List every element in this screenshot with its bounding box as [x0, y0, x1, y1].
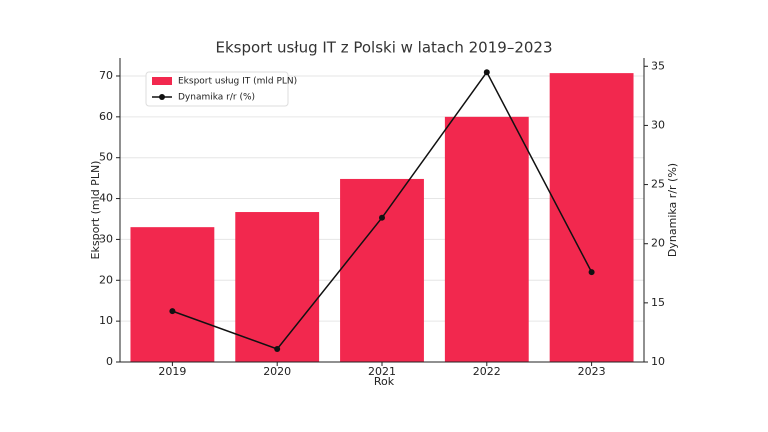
- y2-tick-label: 25: [651, 178, 665, 191]
- line-marker: [588, 269, 595, 276]
- y-axis-label: Eksport (mld PLN): [89, 161, 102, 260]
- x-tick-label: 2019: [158, 365, 186, 378]
- y2-tick-label: 35: [651, 59, 665, 72]
- y2-tick-label: 10: [651, 355, 665, 368]
- y-tick-label: 70: [99, 69, 113, 82]
- legend-swatch: [152, 77, 172, 85]
- y-tick-label: 30: [99, 232, 113, 245]
- y-tick-label: 0: [106, 355, 113, 368]
- x-tick-label: 2021: [368, 365, 396, 378]
- x-tick-label: 2023: [578, 365, 606, 378]
- legend-label: Eksport usług IT (mld PLN): [178, 77, 297, 87]
- y-tick-label: 40: [99, 192, 113, 205]
- legend: Eksport usług IT (mld PLN) Dynamika r/r (…: [145, 71, 297, 107]
- bar: [444, 116, 529, 362]
- y-tick-label: 20: [99, 273, 113, 286]
- bar: [235, 212, 320, 362]
- bar: [340, 178, 424, 362]
- y2-tick-label: 20: [651, 237, 665, 250]
- y2-tick-label: 30: [651, 118, 665, 131]
- line-marker: [483, 69, 490, 76]
- line-marker: [274, 345, 281, 352]
- x-tick-label: 2020: [263, 365, 291, 378]
- legend-swatch: [159, 94, 165, 100]
- x-axis-label: Rok: [374, 375, 395, 388]
- chart-title: Eksport usług IT z Polski w latach 2019–…: [215, 39, 552, 57]
- bar: [130, 227, 215, 362]
- legend-label: Dynamika r/r (%): [178, 93, 255, 103]
- y-tick-label: 50: [99, 151, 113, 164]
- x-tick-label: 2022: [473, 365, 501, 378]
- y-tick-label: 10: [99, 314, 113, 327]
- legend-box: [145, 71, 289, 107]
- line-marker: [379, 214, 385, 221]
- y2-axis-label: Dynamika r/r (%): [666, 163, 679, 257]
- line-marker: [169, 308, 176, 315]
- y-tick-label: 60: [99, 110, 113, 123]
- y2-tick-label: 15: [651, 296, 665, 309]
